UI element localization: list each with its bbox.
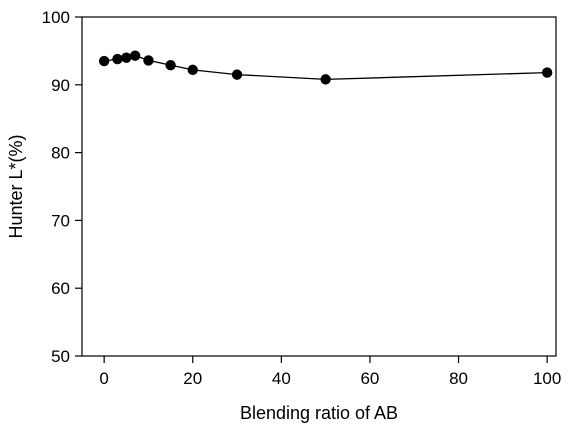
- x-axis-ticks: 0 20 40 60 80 100: [99, 356, 561, 388]
- data-point: [541, 67, 553, 78]
- y-tick-label: 70: [51, 211, 70, 230]
- x-tick-label: 20: [183, 369, 202, 388]
- data-point: [143, 55, 154, 66]
- x-tick-label: 0: [99, 369, 108, 388]
- data-point: [187, 64, 198, 76]
- y-axis-ticks: 50 60 70 80 90 100: [42, 8, 82, 366]
- data-point: [231, 69, 243, 80]
- y-tick-label: 50: [51, 347, 70, 366]
- y-tick-label: 80: [51, 144, 70, 163]
- x-tick-label: 40: [272, 369, 291, 388]
- y-axis-title: Hunter L*(%): [6, 134, 26, 238]
- x-axis-title: Blending ratio of AB: [240, 403, 398, 423]
- y-tick-label: 60: [51, 279, 70, 298]
- plot-area-frame: [81, 16, 557, 357]
- x-tick-label: 60: [360, 369, 379, 388]
- x-tick-label: 100: [533, 369, 561, 388]
- y-tick-label: 90: [51, 76, 70, 95]
- data-point: [112, 53, 123, 65]
- y-tick-label: 100: [42, 8, 70, 27]
- data-point: [320, 74, 331, 85]
- data-point: [98, 55, 110, 67]
- series-layer: [98, 50, 553, 85]
- data-point: [165, 59, 176, 71]
- data-point: [121, 52, 132, 63]
- data-point: [129, 50, 141, 61]
- x-tick-label: 80: [449, 369, 468, 388]
